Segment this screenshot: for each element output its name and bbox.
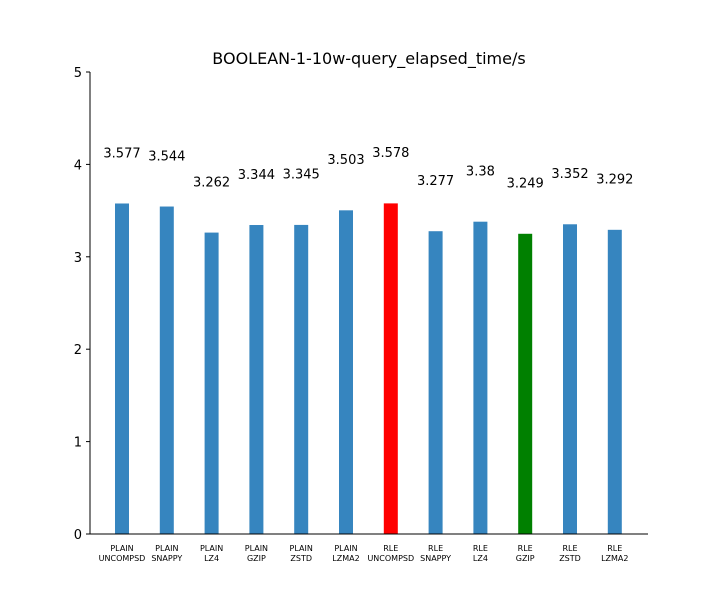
bar-value-label: 3.345 (283, 168, 320, 183)
x-tick-label: PLAIN GZIP (245, 544, 268, 563)
x-tick-label: RLE GZIP (516, 544, 535, 563)
x-tick-label-line: RLE (518, 544, 533, 553)
x-tick-label-line: GZIP (516, 554, 535, 563)
bar-plain-zstd (294, 224, 309, 535)
bar-plain-uncompsd (115, 203, 129, 535)
x-tick-label-line: UNCOMPSD (367, 554, 414, 563)
x-tick-label: RLE ZSTD (559, 544, 581, 563)
x-tick-label-line: PLAIN (110, 544, 133, 553)
x-tick-label-line: GZIP (247, 554, 266, 563)
y-tick-label: 3 (74, 251, 82, 266)
bar-plain-lzma2 (339, 210, 353, 534)
x-tick-label: PLAIN SNAPPY (151, 544, 182, 563)
bar-rle-uncompsd (383, 203, 398, 534)
y-tick-label: 5 (74, 66, 82, 81)
bar-value-label: 3.578 (372, 146, 409, 161)
bar-value-label: 3.277 (417, 174, 454, 189)
bar-value-label: 3.577 (103, 146, 140, 161)
x-tick-label-line: LZMA2 (601, 554, 628, 563)
x-tick-label-line: PLAIN (245, 544, 268, 553)
x-tick-label-line: RLE (383, 544, 398, 553)
x-tick-label: PLAIN UNCOMPSD (99, 544, 146, 563)
bars-layer (115, 203, 622, 535)
value-labels-layer: 3.577 3.544 3.262 3.344 3.345 3.503 3.578 3.277… (103, 146, 633, 191)
bar-plain-lz4 (204, 232, 219, 534)
x-tick-label-line: SNAPPY (420, 554, 451, 563)
x-tick-label-line: LZMA2 (332, 554, 359, 563)
bar-value-label: 3.292 (596, 173, 633, 188)
bar-value-label: 3.262 (193, 175, 230, 190)
x-tick-label: PLAIN ZSTD (290, 544, 313, 563)
bar-value-label: 3.344 (238, 168, 275, 183)
y-tick-label: 4 (74, 158, 82, 173)
bar-value-label: 3.38 (466, 164, 495, 179)
bar-rle-lzma2 (607, 229, 622, 534)
x-tick-label-line: PLAIN (290, 544, 313, 553)
x-tick-label-line: ZSTD (559, 554, 581, 563)
x-tick-label: RLE LZ4 (473, 544, 488, 563)
x-tick-label-line: RLE (562, 544, 577, 553)
x-tick-label-line: LZ4 (204, 554, 219, 563)
x-tick-label-line: RLE (428, 544, 443, 553)
x-tick-label-line: ZSTD (290, 554, 312, 563)
bar-rle-zstd (563, 224, 577, 534)
bar-value-label: 3.249 (507, 177, 544, 192)
x-tick-label-line: PLAIN (200, 544, 223, 553)
x-tick-label: RLE UNCOMPSD (367, 544, 414, 563)
bar-rle-snappy (428, 231, 443, 534)
chart-title: BOOLEAN-1-10w-query_elapsed_time/s (212, 49, 525, 69)
x-tick-label: PLAIN LZMA2 (332, 544, 359, 563)
y-axis: 0 1 2 3 4 5 (74, 66, 91, 543)
y-tick-label: 2 (74, 343, 82, 358)
bar-plain-snappy (159, 206, 174, 534)
x-tick-label-line: RLE (607, 544, 622, 553)
y-tick-label: 0 (74, 528, 82, 543)
bar-rle-gzip (518, 233, 533, 535)
x-tick-label-line: RLE (473, 544, 488, 553)
bar-value-label: 3.503 (327, 153, 364, 168)
bar-value-label: 3.352 (551, 167, 588, 182)
bar-rle-lz4 (473, 221, 488, 534)
y-tick-label: 1 (74, 436, 82, 451)
x-tick-label: RLE LZMA2 (601, 544, 628, 563)
x-tick-label-line: UNCOMPSD (99, 554, 146, 563)
x-tick-label-line: LZ4 (473, 554, 488, 563)
bar-plain-gzip (249, 225, 264, 534)
x-tick-label-line: PLAIN (155, 544, 178, 553)
bar-value-label: 3.544 (148, 149, 185, 164)
x-tick-label: PLAIN LZ4 (200, 544, 223, 563)
x-tick-label-line: PLAIN (334, 544, 357, 553)
x-tick-label: RLE SNAPPY (420, 544, 451, 563)
x-tick-label-line: SNAPPY (151, 554, 182, 563)
